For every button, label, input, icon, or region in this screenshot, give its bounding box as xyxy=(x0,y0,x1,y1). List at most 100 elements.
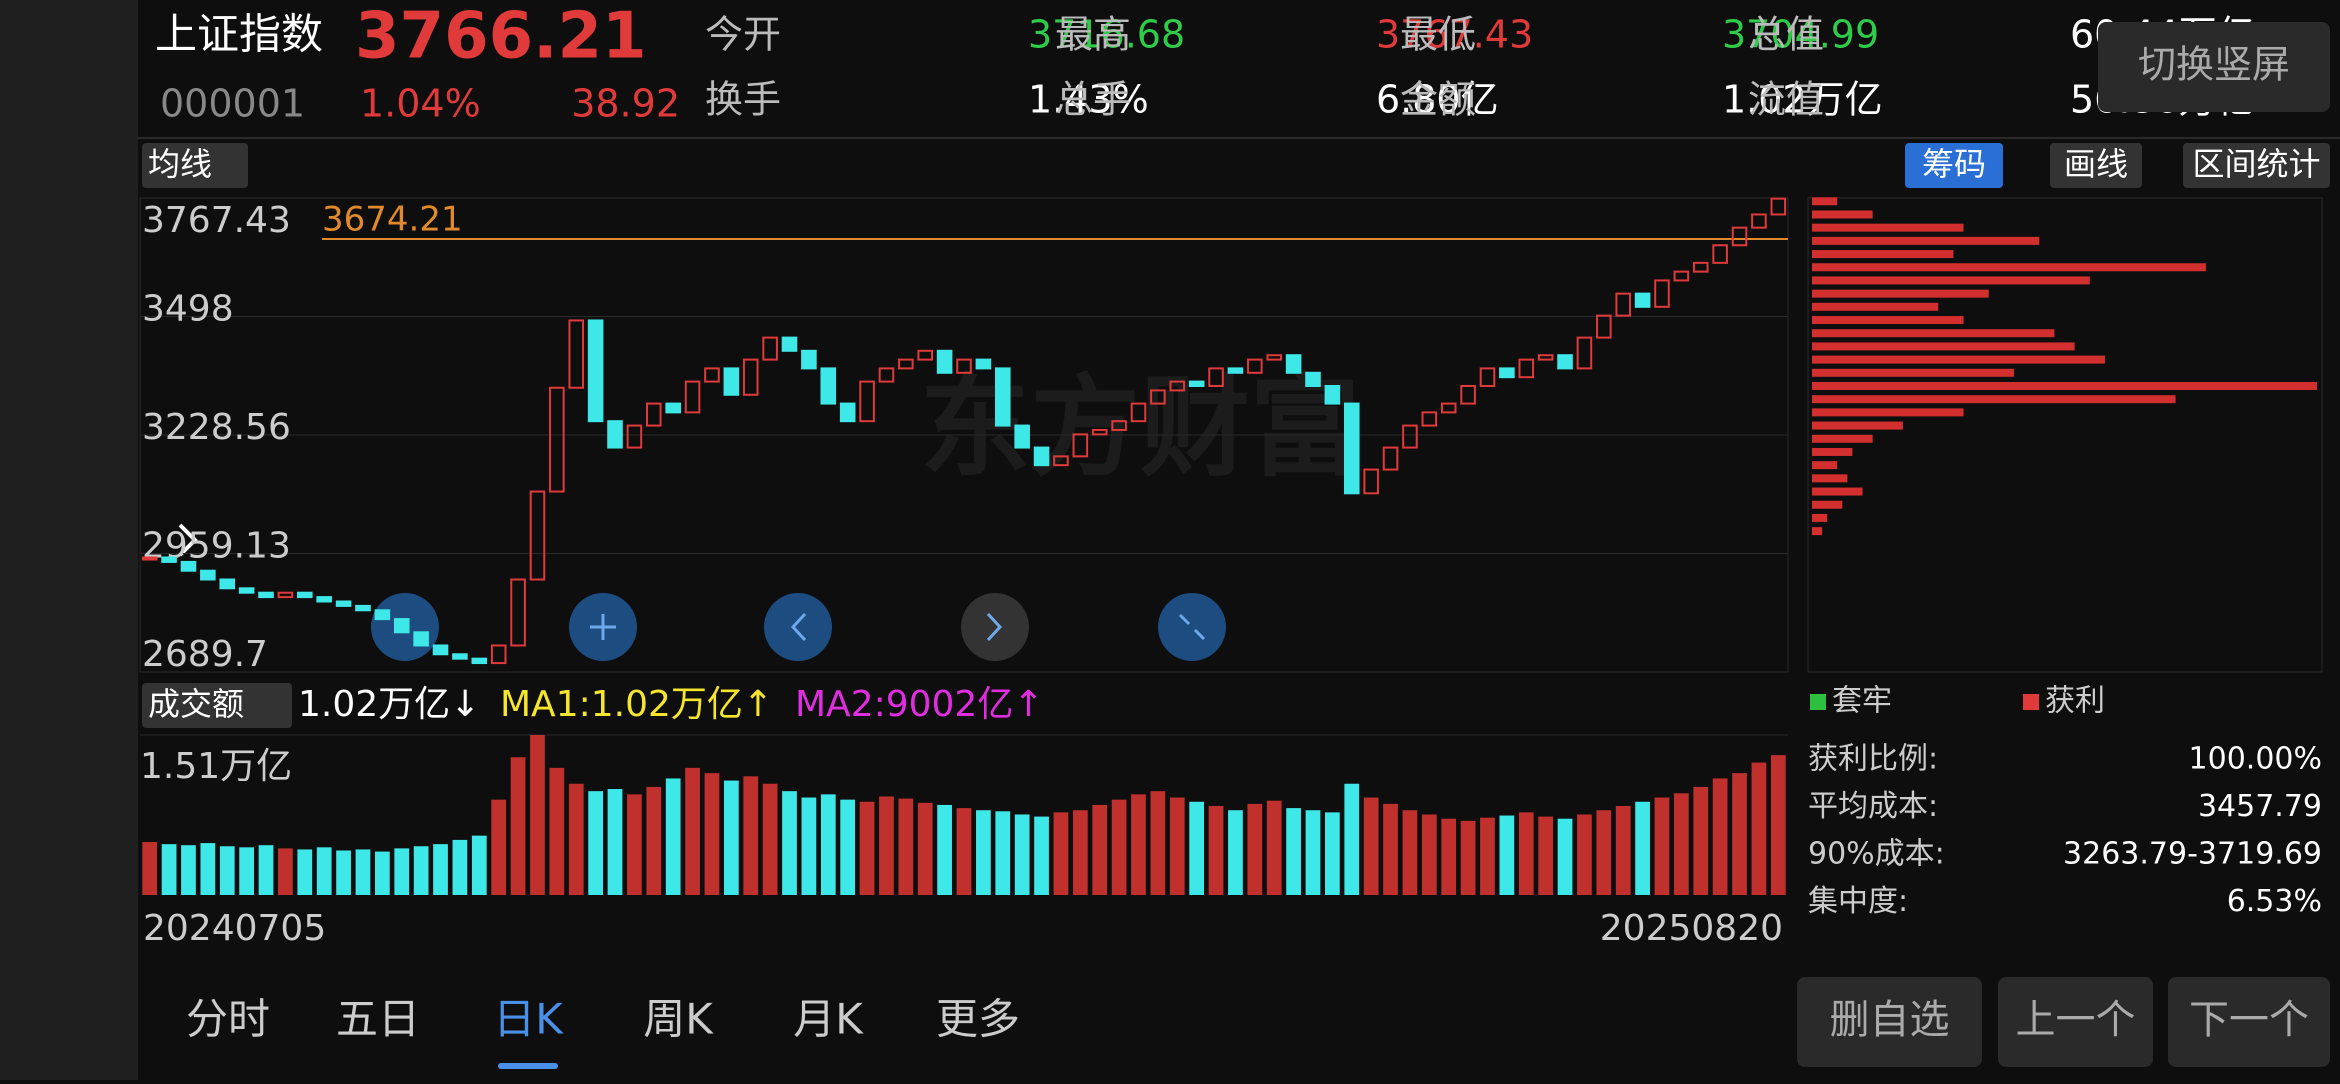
tool-button[interactable] xyxy=(1905,143,2003,188)
candle xyxy=(1169,380,1186,392)
volume-bar xyxy=(297,849,313,895)
candle xyxy=(1479,367,1496,387)
volume-bar xyxy=(200,843,216,895)
volume-bar xyxy=(1441,818,1457,895)
candle xyxy=(219,578,236,590)
volume-bar xyxy=(413,846,429,895)
candle xyxy=(1343,402,1360,495)
button[interactable] xyxy=(1797,977,1982,1067)
ma-button[interactable] xyxy=(142,143,248,188)
volume-bar xyxy=(1518,812,1534,895)
volume-bar xyxy=(336,850,351,895)
chip-bar xyxy=(1812,329,2055,338)
chip-bar xyxy=(1812,513,1828,522)
candle xyxy=(704,367,720,383)
tab[interactable]: 更多 xyxy=(936,995,1020,1044)
tab[interactable]: 周K xyxy=(643,995,714,1044)
candle xyxy=(723,367,740,396)
stat-label: 平均成本: xyxy=(1808,789,1938,824)
volume-bar xyxy=(1577,814,1592,895)
volume-legend: 1.02万亿↓ xyxy=(298,684,480,725)
button[interactable] xyxy=(1998,977,2153,1067)
button[interactable] xyxy=(2098,22,2330,112)
candle xyxy=(1111,420,1127,431)
volume-bar xyxy=(1247,803,1263,895)
stat-value: 3767.43 xyxy=(1376,13,1533,57)
volume-bar xyxy=(1131,794,1146,895)
candle xyxy=(161,556,177,563)
chip-bar xyxy=(1812,381,2317,390)
stat-value: 1.43% xyxy=(1028,78,1149,122)
candle xyxy=(1382,446,1399,471)
volume-bar xyxy=(394,848,410,895)
volume-bar xyxy=(1596,810,1612,895)
nav-icon[interactable] xyxy=(764,593,832,661)
chip-bar xyxy=(1812,500,1843,509)
volume-bar xyxy=(704,773,720,895)
tool-label: 筹码 xyxy=(1922,145,1986,183)
tool-button[interactable] xyxy=(2183,143,2330,188)
candle xyxy=(994,367,1011,427)
volume-bar xyxy=(1305,810,1321,895)
candle xyxy=(141,556,158,561)
candle xyxy=(1324,384,1341,405)
nav-icon[interactable] xyxy=(1158,593,1226,661)
nav-icons xyxy=(178,523,1226,661)
candle xyxy=(1305,371,1321,387)
stat-label: 90%成本: xyxy=(1808,837,1945,872)
candle xyxy=(374,609,391,621)
candle xyxy=(936,349,953,374)
volume-bar xyxy=(1111,799,1127,895)
candle xyxy=(471,657,488,665)
chip-bar xyxy=(1812,434,1873,443)
candle xyxy=(1227,367,1244,374)
volume-bar xyxy=(161,844,177,895)
tab[interactable]: 日K xyxy=(493,995,564,1044)
chip-bar xyxy=(1812,368,2014,377)
candle xyxy=(801,349,817,370)
stat-value: 6.53% xyxy=(2227,884,2322,919)
tab[interactable]: 月K xyxy=(793,995,864,1044)
volume-bar xyxy=(898,798,914,895)
candle xyxy=(859,380,875,423)
volume-bar xyxy=(1286,808,1301,895)
nav-icon[interactable] xyxy=(961,593,1029,661)
volume-bar xyxy=(278,848,293,895)
candle xyxy=(1188,380,1205,387)
button[interactable] xyxy=(2168,977,2330,1067)
candle xyxy=(762,336,778,361)
tool-button[interactable] xyxy=(2050,143,2142,188)
candle xyxy=(490,644,507,665)
volume-button[interactable] xyxy=(142,683,292,728)
candle xyxy=(1266,354,1282,361)
candle xyxy=(684,380,701,414)
change-pct: 1.04% xyxy=(360,82,481,126)
stat-label: 金额 xyxy=(1400,78,1476,122)
volume-bar xyxy=(491,799,507,895)
stat-value: 1.02万亿 xyxy=(1722,78,1883,122)
volume-bar xyxy=(1421,814,1437,895)
tab[interactable]: 分时 xyxy=(186,995,270,1044)
change-amount: 38.92 xyxy=(571,82,680,126)
button-label: 删自选 xyxy=(1830,997,1950,1043)
candle xyxy=(1421,411,1438,427)
y-tick-label: 3228.56 xyxy=(142,407,291,448)
volume-bar xyxy=(1460,820,1476,895)
stock-name: 上证指数 xyxy=(155,10,323,59)
volume-bar xyxy=(1092,804,1108,895)
volume-legend: MA2:9002亿↑ xyxy=(795,684,1044,725)
volume-bar xyxy=(820,794,836,895)
volume-bar xyxy=(607,789,623,895)
volume-bar xyxy=(840,799,856,895)
stock-price: 3766.21 xyxy=(355,0,647,74)
candle xyxy=(839,402,856,423)
volume-bar xyxy=(1654,797,1670,895)
chip-bar xyxy=(1812,527,1823,536)
volume-bar xyxy=(1693,786,1709,895)
tab[interactable]: 五日 xyxy=(336,995,420,1044)
candle xyxy=(549,386,565,493)
button-label: 下一个 xyxy=(2189,997,2309,1043)
candle xyxy=(607,420,623,449)
volume-bar xyxy=(782,791,797,895)
candle xyxy=(1091,428,1108,436)
